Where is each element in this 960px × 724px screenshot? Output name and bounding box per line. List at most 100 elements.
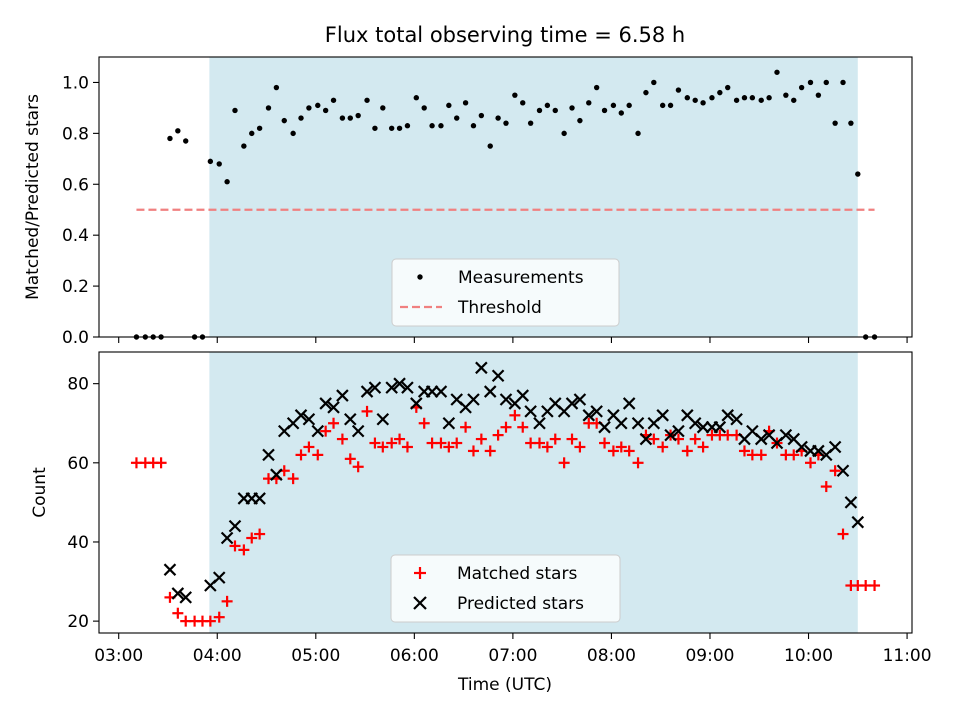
matched-star-point bbox=[869, 580, 881, 592]
predicted-star-point bbox=[171, 587, 185, 600]
measurement-point bbox=[355, 112, 361, 119]
measurement-point bbox=[643, 89, 649, 96]
predicted-star-point bbox=[639, 432, 653, 446]
matched-star-point bbox=[352, 461, 364, 473]
measurement-point bbox=[454, 115, 460, 121]
predicted-star-point bbox=[779, 428, 793, 442]
legend-predicted-label: Predicted stars bbox=[457, 594, 584, 614]
bottom-legend-box bbox=[390, 554, 621, 623]
matched-star-point bbox=[788, 449, 800, 461]
matched-star-point bbox=[475, 433, 487, 445]
legend-matched-marker bbox=[414, 567, 426, 579]
measurement-point bbox=[290, 130, 296, 137]
measurement-point bbox=[552, 107, 558, 114]
measurement-point bbox=[807, 79, 814, 86]
x-tick-label: 10:00 bbox=[784, 646, 833, 666]
matched-star-point bbox=[689, 433, 701, 445]
top-legend: Measurements Threshold bbox=[391, 258, 620, 327]
matched-star-point bbox=[632, 457, 644, 469]
matched-star-point bbox=[312, 449, 324, 461]
predicted-star-point bbox=[179, 591, 192, 604]
measurements-layer bbox=[133, 69, 878, 340]
x-tick-label: 04:00 bbox=[193, 646, 242, 666]
measurement-point bbox=[774, 69, 780, 75]
measurement-point bbox=[372, 125, 378, 131]
matched-star-point bbox=[804, 457, 816, 469]
legend-predicted-marker bbox=[413, 596, 427, 610]
matched-star-point bbox=[418, 417, 430, 429]
measurement-point bbox=[536, 107, 543, 114]
measurement-point bbox=[798, 84, 805, 91]
top-panel: 0.0 0.2 0.4 0.6 0.8 1.0 Matched/Predicted sta… bbox=[23, 56, 913, 348]
x-tick-label: 11:00 bbox=[883, 646, 932, 666]
measurement-point bbox=[446, 102, 452, 109]
predicted-star-point bbox=[483, 385, 497, 398]
top-y-tick-label: 0.6 bbox=[62, 175, 89, 195]
matched-star-point bbox=[336, 433, 348, 445]
predicted-star-point bbox=[615, 416, 628, 430]
bottom-y-axis-label: Count bbox=[30, 467, 50, 518]
measurement-point bbox=[388, 125, 395, 131]
matched-star-point bbox=[599, 437, 611, 449]
predicted-star-point bbox=[664, 428, 677, 442]
matched-star-point bbox=[361, 405, 373, 417]
predicted-star-point bbox=[212, 571, 226, 584]
matched-star-point bbox=[837, 528, 849, 540]
matched-star-point bbox=[320, 425, 332, 437]
top-legend-box bbox=[391, 258, 620, 327]
predicted-star-point bbox=[721, 409, 734, 422]
measurement-point bbox=[216, 161, 222, 167]
predicted-star-point bbox=[336, 389, 349, 402]
predicted-star-point bbox=[442, 416, 456, 430]
matched-star-point bbox=[287, 473, 299, 485]
matched-star-point bbox=[820, 481, 832, 493]
predicted-star-point bbox=[565, 397, 579, 410]
measurement-point bbox=[404, 123, 411, 129]
measurement-point bbox=[577, 117, 583, 124]
measurement-point bbox=[281, 117, 287, 124]
predicted-star-point bbox=[270, 468, 283, 481]
predicted-star-point bbox=[327, 401, 340, 414]
measurement-point bbox=[520, 100, 526, 106]
predicted-star-point bbox=[410, 397, 423, 410]
matched-star-point bbox=[697, 441, 709, 453]
predicted-stars-layer bbox=[163, 361, 865, 604]
measurement-point bbox=[733, 97, 740, 103]
measurement-point bbox=[601, 107, 608, 114]
predicted-star-point bbox=[401, 381, 414, 394]
measurement-point bbox=[339, 115, 346, 121]
matched-star-point bbox=[829, 465, 841, 477]
measurement-point bbox=[232, 107, 238, 114]
predicted-star-point bbox=[491, 369, 505, 383]
bottom-legend: Matched stars Predicted stars bbox=[390, 554, 621, 623]
measurement-point bbox=[586, 100, 592, 106]
predicted-star-point bbox=[434, 385, 448, 398]
legend-measurements-label: Measurements bbox=[458, 268, 584, 288]
bottom-y-tick-label: 20 bbox=[67, 612, 89, 632]
measurement-point bbox=[840, 79, 846, 86]
x-tick-label: 08:00 bbox=[587, 646, 636, 666]
predicted-star-point bbox=[344, 413, 357, 426]
measurement-point bbox=[749, 95, 756, 101]
predicted-star-point bbox=[688, 416, 702, 430]
measurement-point bbox=[470, 123, 477, 129]
matched-star-point bbox=[738, 445, 750, 457]
top-y-axis-label: Matched/Predicted stars bbox=[23, 94, 43, 300]
legend-matched-label: Matched stars bbox=[457, 564, 577, 584]
predicted-star-point bbox=[844, 496, 858, 509]
measurement-point bbox=[256, 125, 263, 131]
matched-star-point bbox=[509, 409, 521, 421]
matched-star-point bbox=[344, 453, 356, 465]
predicted-star-point bbox=[163, 563, 177, 576]
matched-star-point bbox=[386, 437, 398, 449]
predicted-star-point bbox=[524, 405, 537, 418]
matched-star-point bbox=[155, 457, 167, 469]
matched-star-point bbox=[574, 441, 586, 453]
measurement-point bbox=[306, 105, 312, 111]
measurement-point bbox=[635, 130, 641, 137]
chart-title: Flux total observing time = 6.58 h bbox=[325, 23, 685, 47]
x-tick-label: 05:00 bbox=[291, 646, 340, 666]
legend-threshold-label: Threshold bbox=[457, 298, 542, 318]
predicted-star-point bbox=[730, 413, 743, 426]
predicted-star-point bbox=[302, 413, 316, 426]
